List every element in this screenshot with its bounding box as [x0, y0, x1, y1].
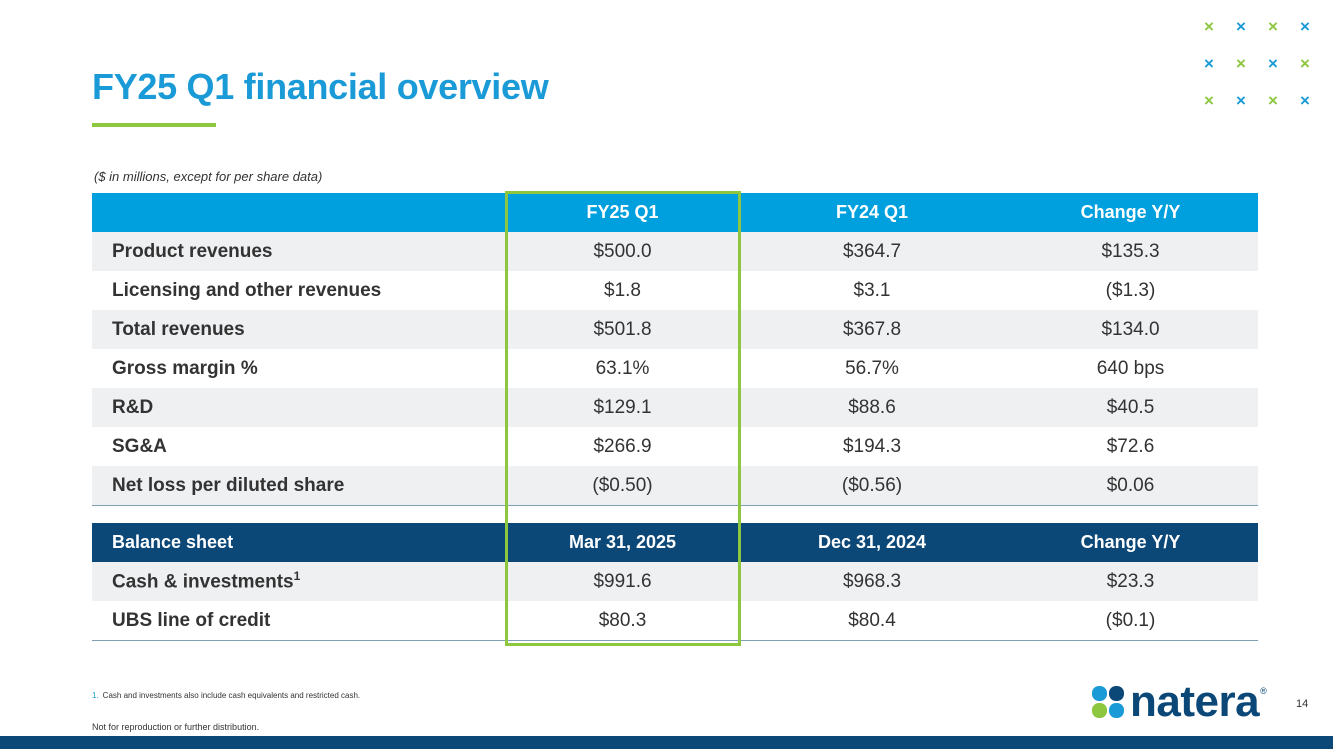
change-value: $72.6 [1003, 427, 1258, 466]
cross-icon: × [1236, 91, 1246, 110]
change-value: ($0.1) [1003, 601, 1258, 641]
cross-icon: × [1300, 54, 1310, 73]
header-dec-2024: Dec 31, 2024 [741, 523, 1003, 562]
table-row: Net loss per diluted share ($0.50) ($0.5… [92, 466, 1258, 506]
fy24-value: $3.1 [741, 271, 1003, 310]
bottom-bar [0, 736, 1333, 749]
cross-icon: × [1204, 91, 1214, 110]
cross-icon: × [1204, 54, 1214, 73]
change-value: $0.06 [1003, 466, 1258, 506]
logo-wordmark: natera [1130, 677, 1260, 726]
row-label: SG&A [92, 427, 504, 466]
fy24-value: $367.8 [741, 310, 1003, 349]
cross-icon: × [1300, 17, 1310, 36]
disclaimer: Not for reproduction or further distribu… [92, 722, 260, 732]
header-change: Change Y/Y [1003, 523, 1258, 562]
row-label: Gross margin % [92, 349, 504, 388]
change-value: ($1.3) [1003, 271, 1258, 310]
table-row: Total revenues $501.8 $367.8 $134.0 [92, 310, 1258, 349]
row-label: Licensing and other revenues [92, 271, 504, 310]
cross-icon: × [1236, 54, 1246, 73]
change-value: $40.5 [1003, 388, 1258, 427]
natera-logo: natera ® [1090, 680, 1267, 724]
financial-table: FY25 Q1 FY24 Q1 Change Y/Y Product reven… [92, 193, 1258, 641]
table-row: Gross margin % 63.1% 56.7% 640 bps [92, 349, 1258, 388]
header-change: Change Y/Y [1003, 193, 1258, 232]
mar-value: $991.6 [504, 562, 741, 601]
row-label: R&D [92, 388, 504, 427]
change-value: 640 bps [1003, 349, 1258, 388]
fy25-value: $501.8 [504, 310, 741, 349]
header-fy25-q1: FY25 Q1 [504, 193, 741, 232]
table-row: Licensing and other revenues $1.8 $3.1 (… [92, 271, 1258, 310]
footnote-text: Cash and investments also include cash e… [102, 691, 361, 700]
page-number: 14 [1296, 698, 1309, 710]
cross-icon: × [1204, 17, 1214, 36]
row-label: Total revenues [92, 310, 504, 349]
cross-row: × × × × [1204, 82, 1332, 119]
decorative-crosses: × × × × × × × × × × × × [1204, 8, 1332, 119]
fy24-value: 56.7% [741, 349, 1003, 388]
title-underline [92, 123, 216, 127]
financials-header-row: FY25 Q1 FY24 Q1 Change Y/Y [92, 193, 1258, 232]
cross-icon: × [1268, 91, 1278, 110]
change-value: $23.3 [1003, 562, 1258, 601]
row-label: Product revenues [92, 232, 504, 271]
dec-value: $80.4 [741, 601, 1003, 641]
dec-value: $968.3 [741, 562, 1003, 601]
fy25-value: $129.1 [504, 388, 741, 427]
header-label [92, 193, 504, 232]
natera-logo-icon [1092, 686, 1124, 718]
footnote: 1. Cash and investments also include cash… [92, 691, 360, 700]
fy25-value: ($0.50) [504, 466, 741, 506]
change-value: $135.3 [1003, 232, 1258, 271]
footnote-number: 1. [92, 691, 99, 700]
balance-sheet-title: Balance sheet [92, 523, 504, 562]
change-value: $134.0 [1003, 310, 1258, 349]
cross-icon: × [1268, 54, 1278, 73]
table-row: Cash & investments1 $991.6 $968.3 $23.3 [92, 562, 1258, 601]
table-row: UBS line of credit $80.3 $80.4 ($0.1) [92, 601, 1258, 641]
footnote-marker: 1 [293, 569, 301, 584]
cross-icon: × [1300, 91, 1310, 110]
units-note: ($ in millions, except for per share dat… [94, 169, 323, 184]
logo-registered: ® [1260, 686, 1267, 696]
fy24-value: $194.3 [741, 427, 1003, 466]
cross-row: × × × × [1204, 45, 1332, 82]
fy25-value: $266.9 [504, 427, 741, 466]
page-title: FY25 Q1 financial overview [92, 66, 549, 107]
table-row: R&D $129.1 $88.6 $40.5 [92, 388, 1258, 427]
cross-icon: × [1236, 17, 1246, 36]
fy24-value: ($0.56) [741, 466, 1003, 506]
mar-value: $80.3 [504, 601, 741, 641]
table-row: Product revenues $500.0 $364.7 $135.3 [92, 232, 1258, 271]
header-mar-2025: Mar 31, 2025 [504, 523, 741, 562]
row-label: Net loss per diluted share [92, 466, 504, 506]
cross-icon: × [1268, 17, 1278, 36]
row-label-text: Cash & investments [112, 571, 294, 593]
fy24-value: $364.7 [741, 232, 1003, 271]
cross-row: × × × × [1204, 8, 1332, 45]
row-label: UBS line of credit [92, 601, 504, 641]
table-spacer [92, 505, 1258, 523]
balance-sheet-header-row: Balance sheet Mar 31, 2025 Dec 31, 2024 … [92, 523, 1258, 562]
row-label: Cash & investments1 [92, 562, 504, 601]
header-fy24-q1: FY24 Q1 [741, 193, 1003, 232]
fy25-value: $500.0 [504, 232, 741, 271]
fy25-value: $1.8 [504, 271, 741, 310]
fy25-value: 63.1% [504, 349, 741, 388]
table-row: SG&A $266.9 $194.3 $72.6 [92, 427, 1258, 466]
fy24-value: $88.6 [741, 388, 1003, 427]
